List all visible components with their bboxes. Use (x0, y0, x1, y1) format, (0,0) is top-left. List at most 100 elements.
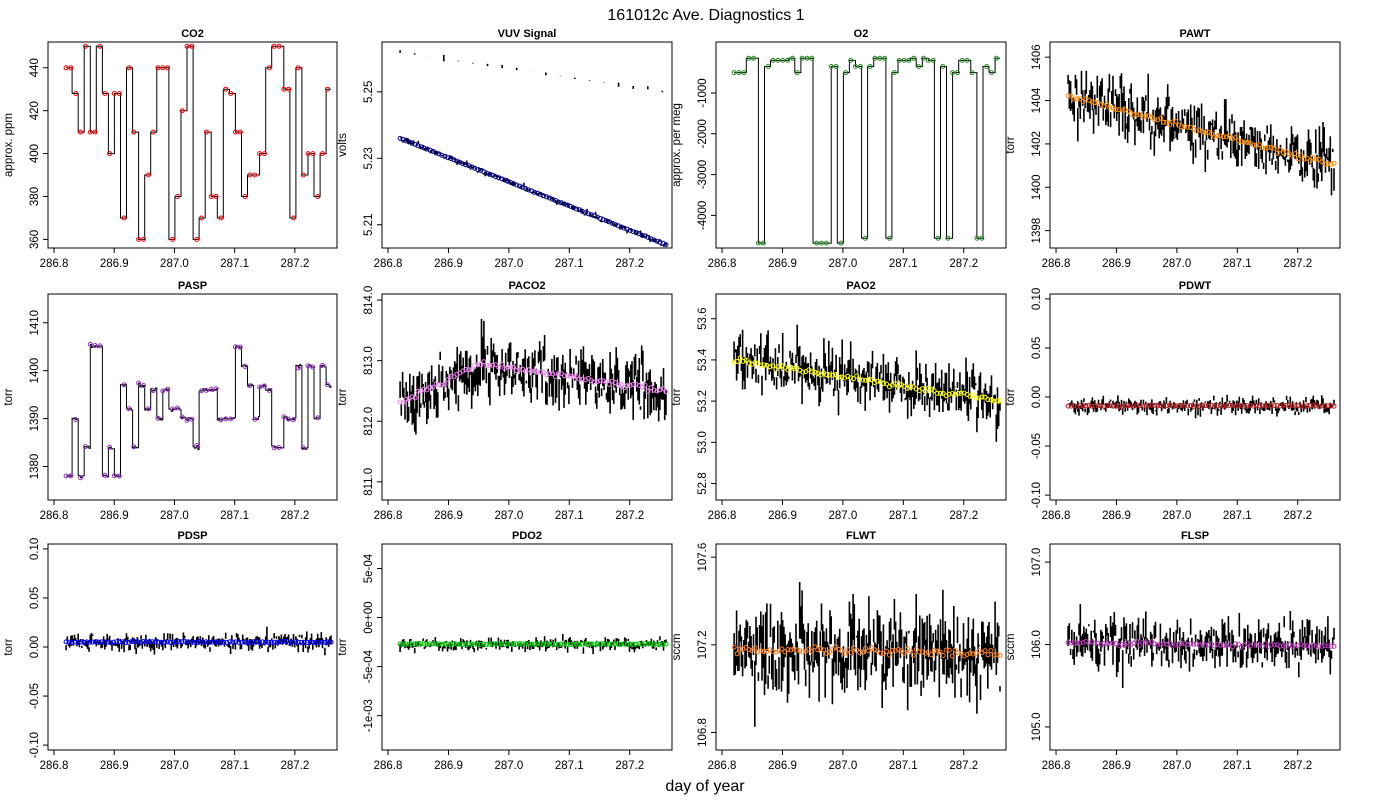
average-point (292, 639, 298, 645)
average-point (979, 235, 985, 241)
average-point (797, 648, 803, 654)
average-point (1203, 403, 1208, 409)
average-point (1194, 403, 1200, 409)
x-tick-label: 286.8 (708, 760, 737, 772)
y-tick-label: 420 (29, 101, 41, 120)
average-point (818, 646, 824, 652)
average-point (517, 641, 523, 647)
average-point (1137, 642, 1143, 648)
average-point (1229, 644, 1235, 650)
average-point (242, 364, 248, 370)
average-point (490, 362, 496, 368)
panel-vuv: VUV Signal volts 286.8 286.9 287.0 287.1 287.2… (337, 28, 673, 270)
average-point (955, 650, 961, 656)
average-point (884, 381, 889, 387)
average-point (734, 359, 740, 364)
average-point (1161, 403, 1167, 409)
average-point (463, 162, 469, 168)
average-point (819, 240, 824, 246)
average-point (239, 639, 245, 645)
x-tick-label: 286.9 (100, 258, 129, 270)
average-point (532, 641, 537, 647)
average-point (1223, 403, 1229, 409)
average-point (751, 55, 756, 61)
y-tick-label: 106.0 (1031, 630, 1043, 659)
average-point (752, 360, 758, 366)
average-point (179, 639, 185, 645)
average-point (412, 641, 418, 647)
average-point (418, 641, 424, 647)
y-tick-label: -1000 (697, 78, 709, 107)
average-point (985, 652, 991, 658)
y-tick-label: 811.0 (363, 468, 375, 496)
average-point (749, 648, 755, 653)
average-point (496, 364, 502, 370)
average-point (1265, 144, 1271, 150)
average-point (1301, 403, 1307, 409)
average-point (657, 239, 663, 245)
average-point (487, 641, 493, 647)
average-point (579, 641, 585, 647)
average-point (633, 381, 639, 387)
average-point (301, 640, 307, 646)
average-point (857, 376, 863, 382)
x-tick-label: 287.2 (1283, 258, 1312, 270)
average-point (412, 141, 418, 147)
x-tick-label: 286.8 (374, 258, 403, 270)
average-point (1167, 122, 1173, 128)
average-point (493, 174, 499, 180)
figure-xlabel: day of year (665, 778, 745, 795)
average-point (1131, 112, 1137, 118)
average-point (69, 640, 75, 646)
average-point (1253, 402, 1259, 408)
average-point (208, 386, 214, 392)
average-point (1313, 403, 1319, 409)
average-point (1319, 403, 1325, 409)
average-point (397, 135, 403, 141)
average-point (1316, 156, 1322, 162)
plot-frame (381, 41, 673, 249)
average-point (854, 647, 860, 653)
average-point (82, 43, 88, 49)
average-point (424, 641, 430, 647)
average-point (174, 194, 180, 199)
average-point (892, 381, 898, 386)
average-point (839, 648, 845, 654)
average-point (930, 57, 936, 63)
average-point (848, 649, 854, 655)
average-point (81, 640, 87, 645)
average-point (1143, 640, 1149, 645)
average-point (958, 651, 964, 656)
average-point (1080, 403, 1086, 409)
average-point (606, 641, 612, 647)
average-point (433, 641, 439, 647)
average-point (1065, 640, 1071, 645)
average-point (121, 215, 127, 221)
average-point (945, 235, 951, 241)
y-tick-label: 0.05 (29, 587, 41, 609)
panel-title: FLWT (846, 530, 876, 542)
average-point (271, 639, 277, 645)
x-tick-label: 287.1 (1223, 760, 1252, 772)
data-series-pasp (66, 343, 332, 479)
x-tick-label: 286.9 (434, 760, 463, 772)
average-point (989, 70, 994, 76)
plot-frame (47, 41, 338, 249)
average-point (969, 70, 975, 76)
average-point (1149, 402, 1155, 408)
average-point (984, 64, 990, 69)
panel-title: PDO2 (512, 530, 542, 542)
average-point (931, 647, 937, 653)
average-point (430, 384, 436, 390)
average-point (145, 406, 151, 412)
average-point (1116, 403, 1122, 409)
average-point (484, 170, 490, 176)
x-tick-label: 287.0 (1162, 258, 1191, 270)
average-point (579, 376, 585, 382)
panel-title: VUV Signal (498, 28, 557, 40)
average-point (276, 445, 282, 450)
average-point (1310, 402, 1316, 408)
average-point (624, 642, 630, 648)
y-tick-label: 814.0 (363, 286, 375, 315)
average-point (475, 167, 481, 173)
